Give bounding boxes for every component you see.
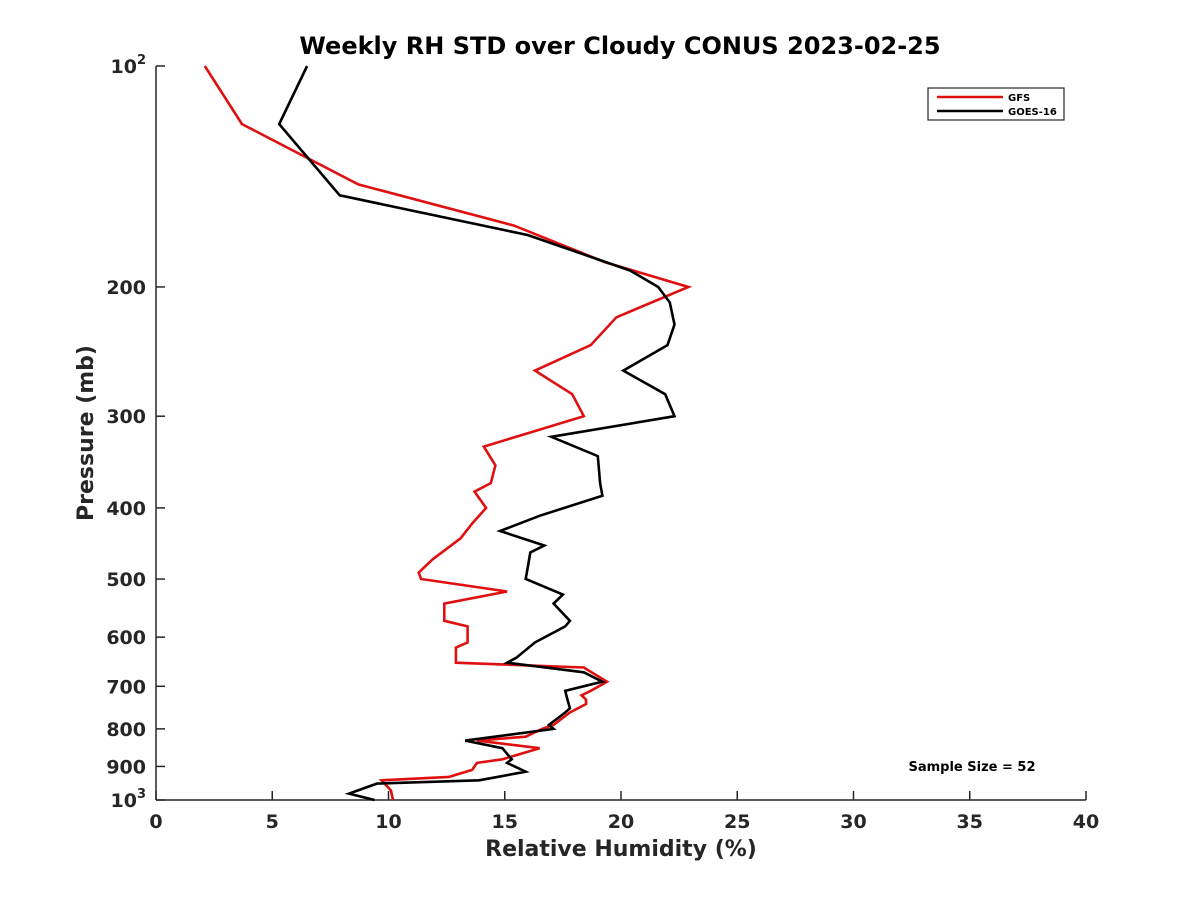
y-tick-exponent: 3 [137,787,146,802]
y-tick-label: 300 [106,406,146,428]
x-ticks: 0 5 10 15 20 25 30 35 40 [149,791,1099,833]
x-tick-label: 30 [840,811,866,833]
x-tick-label: 5 [266,811,279,833]
y-tick-label: 400 [106,498,146,520]
legend: GFS GOES-16 [927,87,1065,121]
y-tick-label: 200 [106,277,146,299]
x-tick-label: 35 [957,811,983,833]
y-tick-label: 103 [111,787,147,812]
y-tick-base: 10 [111,56,137,78]
series-lines [203,65,693,802]
y-tick-label: 500 [106,569,146,591]
legend-box [927,87,1065,121]
x-tick-label: 15 [492,811,518,833]
y-tick-exponent: 2 [137,53,146,68]
legend-label: GOES-16 [1008,107,1057,118]
y-tick-label: 102 [111,53,147,78]
sample-size-annotation: Sample Size = 52 [908,760,1035,775]
series-line-gfs [203,65,693,801]
x-tick-label: 25 [724,811,750,833]
series-line-goes-16 [277,65,677,802]
y-tick-base: 10 [111,790,137,812]
chart-title: Weekly RH STD over Cloudy CONUS 2023-02-… [299,32,940,60]
x-tick-label: 40 [1073,811,1099,833]
y-axis-label: Pressure (mb) [74,345,99,521]
y-tick-label: 800 [106,719,146,741]
x-tick-label: 10 [375,811,401,833]
y-tick-label: 600 [106,627,146,649]
legend-label: GFS [1008,93,1030,104]
x-axis-label: Relative Humidity (%) [485,837,757,862]
y-tick-label: 900 [106,756,146,778]
x-tick-label: 0 [149,811,162,833]
axes [155,66,1086,801]
y-tick-label: 700 [106,676,146,698]
x-tick-label: 20 [608,811,634,833]
